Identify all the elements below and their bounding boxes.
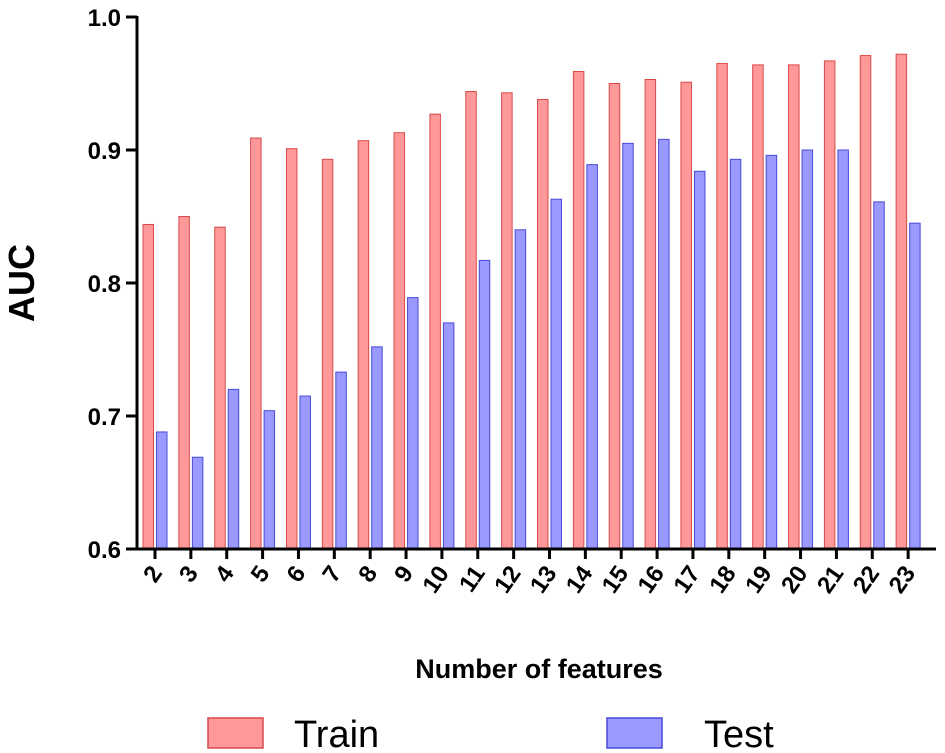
bar-train-14 xyxy=(572,71,585,550)
bar-train-19 xyxy=(752,64,764,550)
y-tick-label-1.0: 1.0 xyxy=(88,5,121,32)
bar-train-9 xyxy=(393,132,406,550)
bar-test-6 xyxy=(299,395,311,550)
x-tick-label-17: 17 xyxy=(668,561,705,598)
bar-train-18 xyxy=(716,63,728,550)
legend-label-train: Train xyxy=(294,714,379,753)
x-tick-label-21: 21 xyxy=(812,561,849,598)
legend-swatch-train xyxy=(207,717,264,749)
bar-test-5 xyxy=(263,410,276,550)
x-tick-label-5: 5 xyxy=(246,561,276,587)
bar-train-23 xyxy=(895,53,908,550)
x-tick-label-6: 6 xyxy=(282,561,312,587)
bar-train-2 xyxy=(142,223,154,550)
bar-test-8 xyxy=(371,346,383,550)
bar-test-9 xyxy=(407,297,419,550)
x-tick-label-19: 19 xyxy=(740,561,777,598)
bar-test-11 xyxy=(478,259,491,550)
bar-train-16 xyxy=(644,79,657,550)
bar-test-15 xyxy=(622,142,634,550)
bar-train-11 xyxy=(465,90,477,550)
bar-train-21 xyxy=(823,60,836,550)
bar-train-4 xyxy=(214,226,226,550)
bar-test-23 xyxy=(909,222,921,550)
x-tick-label-15: 15 xyxy=(597,561,634,598)
y-tick-label-0.6: 0.6 xyxy=(88,537,121,564)
bar-test-21 xyxy=(837,149,849,550)
bar-test-18 xyxy=(729,158,742,550)
bar-train-20 xyxy=(788,64,800,550)
bar-test-14 xyxy=(586,164,598,550)
x-axis-title: Number of features xyxy=(415,654,663,684)
x-tick-label-2: 2 xyxy=(138,561,168,587)
bar-test-12 xyxy=(514,229,527,550)
bar-test-4 xyxy=(227,388,240,550)
bar-train-22 xyxy=(859,55,872,550)
x-tick-label-20: 20 xyxy=(776,561,813,598)
x-tick-label-16: 16 xyxy=(633,561,670,598)
x-tick-label-23: 23 xyxy=(884,561,921,598)
bar-train-10 xyxy=(429,113,441,550)
x-tick-label-8: 8 xyxy=(353,561,383,587)
y-tick-label-0.8: 0.8 xyxy=(88,271,121,298)
bar-train-5 xyxy=(250,137,262,550)
x-tick-label-18: 18 xyxy=(704,561,741,598)
bar-test-22 xyxy=(873,201,885,550)
bar-test-19 xyxy=(765,154,778,550)
bar-test-13 xyxy=(550,198,562,550)
x-tick-label-11: 11 xyxy=(454,561,491,597)
bar-train-17 xyxy=(680,81,692,550)
bar-train-3 xyxy=(178,216,190,550)
bar-test-7 xyxy=(335,371,347,550)
x-tick-label-4: 4 xyxy=(210,560,240,587)
bar-train-7 xyxy=(321,158,334,550)
x-tick-label-13: 13 xyxy=(525,561,562,598)
legend-label-test: Test xyxy=(704,714,774,753)
bars-layer xyxy=(142,53,921,550)
y-axis-title: AUC xyxy=(1,244,42,322)
x-tick-label-14: 14 xyxy=(561,560,599,598)
x-tick-label-9: 9 xyxy=(389,561,419,587)
x-tick-label-10: 10 xyxy=(417,561,454,598)
x-tick-label-12: 12 xyxy=(489,561,526,598)
y-tick-label-0.9: 0.9 xyxy=(88,138,121,165)
bar-train-6 xyxy=(285,148,298,550)
bar-train-12 xyxy=(501,92,513,550)
bar-train-15 xyxy=(608,83,621,550)
legend: Train Test xyxy=(207,714,774,753)
bar-test-17 xyxy=(693,170,706,550)
bar-test-20 xyxy=(801,149,814,550)
bar-test-10 xyxy=(442,322,455,550)
y-tick-label-0.7: 0.7 xyxy=(88,404,121,431)
bar-train-8 xyxy=(357,140,370,550)
legend-swatch-test xyxy=(606,717,663,749)
x-tick-label-7: 7 xyxy=(317,561,347,587)
bar-test-3 xyxy=(191,456,204,550)
bar-test-16 xyxy=(658,138,670,550)
bar-train-13 xyxy=(537,98,549,550)
y-ticks-layer: 0.6 0.7 0.8 0.9 1.0 xyxy=(88,5,137,564)
x-tick-label-3: 3 xyxy=(174,561,204,587)
bar-test-2 xyxy=(156,431,168,550)
x-tick-label-22: 22 xyxy=(848,561,885,598)
